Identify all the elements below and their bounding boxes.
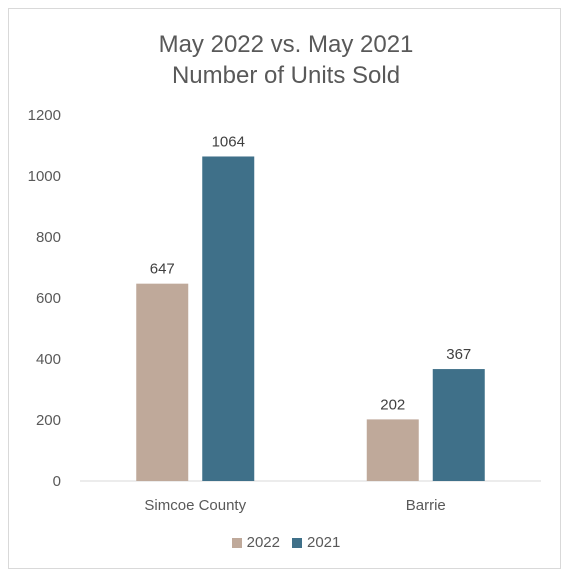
legend-label-2022: 2022 (246, 534, 280, 551)
x-tick-label: Simcoe County (144, 497, 246, 514)
data-label: 647 (150, 261, 175, 278)
y-tick-label: 400 (36, 351, 61, 368)
data-label: 202 (380, 396, 405, 413)
y-tick-label: 200 (36, 412, 61, 429)
legend-item-2021: 2021 (292, 534, 340, 551)
legend-swatch-2022 (231, 537, 242, 548)
chart-title: May 2022 vs. May 2021 (158, 31, 414, 58)
y-tick-label: 0 (53, 473, 61, 490)
legend-item-2022: 2022 (231, 534, 280, 551)
legend-label-2021: 2021 (307, 534, 341, 551)
bar-2022-0 (136, 283, 189, 481)
y-tick-label: 1200 (28, 107, 61, 124)
chart-subtitle: Number of Units Sold (171, 62, 401, 89)
bar-2021-0 (202, 156, 255, 482)
y-tick-label: 1000 (28, 168, 61, 185)
chart-legend: 2022 2021 (0, 534, 572, 551)
y-tick-label: 600 (36, 290, 61, 307)
legend-swatch-2021 (292, 537, 302, 548)
y-tick-label: 800 (36, 229, 61, 246)
data-label: 1064 (212, 133, 245, 150)
data-label: 367 (446, 346, 471, 363)
bar-2022-1 (366, 419, 419, 481)
bar-2021-1 (432, 369, 485, 481)
x-tick-label: Barrie (406, 497, 446, 514)
